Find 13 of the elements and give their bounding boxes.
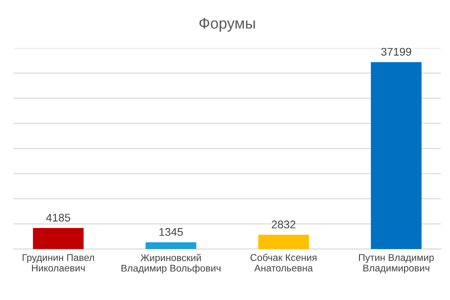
data-label: 1345 [159, 228, 183, 236]
x-tick-label: Грудинин Павел Николаевич [22, 254, 94, 272]
data-label: 4185 [46, 214, 70, 222]
x-tick-label: Собчак Ксения Анатольевна [250, 254, 316, 272]
bar [258, 234, 309, 249]
x-tick-label: Путин Владимир Владимирович [359, 254, 434, 274]
data-label: 37199 [381, 48, 412, 56]
bar [370, 62, 422, 249]
bar [32, 228, 84, 249]
bar [146, 242, 196, 249]
x-tick-label: Жириновский Владимир Вольфович [122, 254, 220, 274]
data-label: 2832 [272, 220, 296, 228]
chart-title: Форумы [199, 18, 255, 32]
